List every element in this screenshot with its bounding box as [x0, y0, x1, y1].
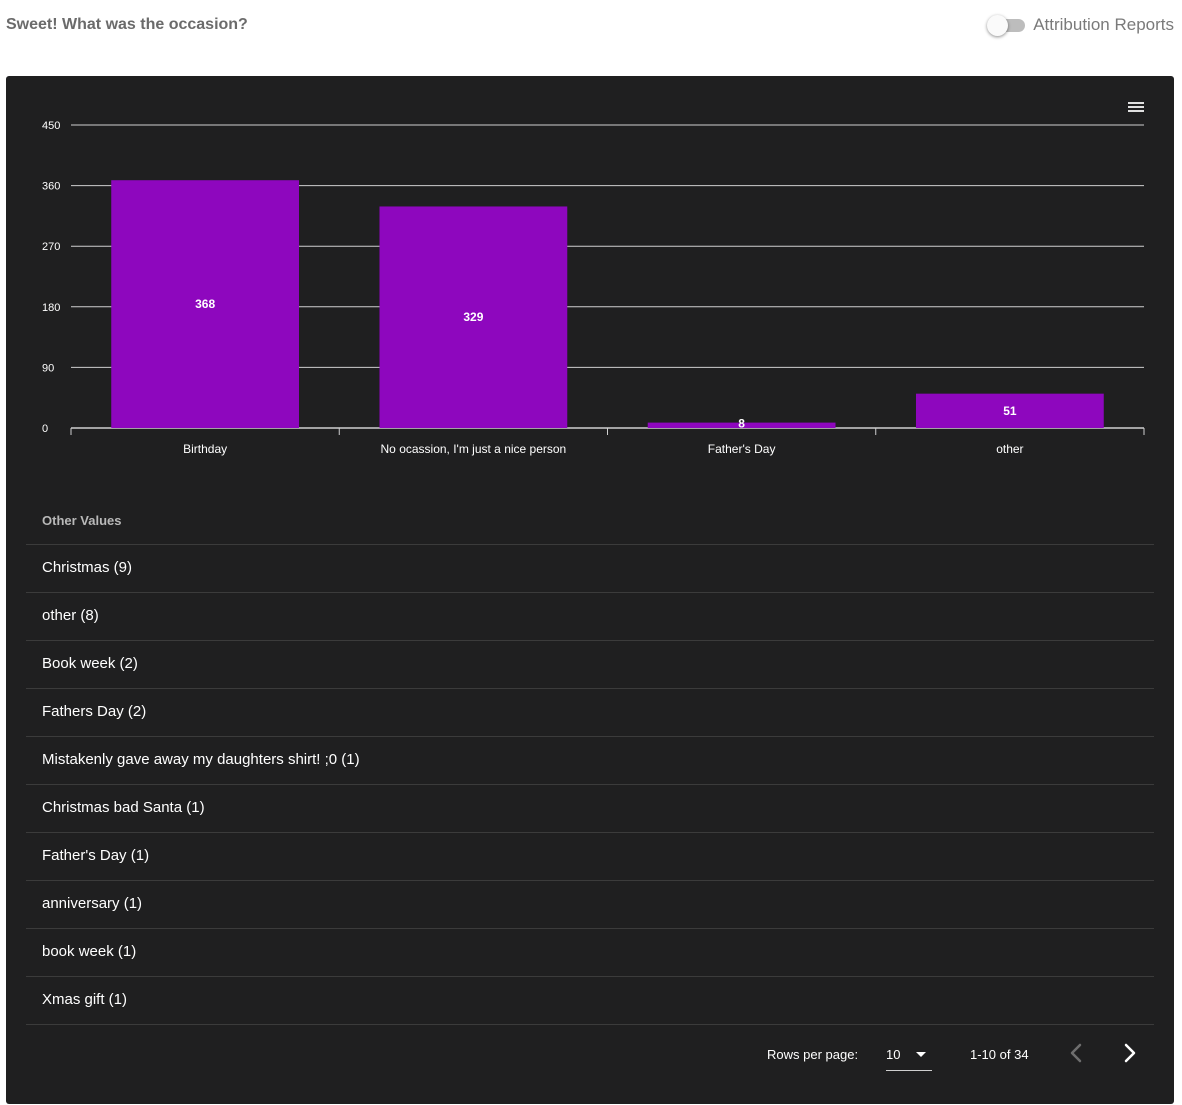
other-value-row: Christmas bad Santa (1) [26, 785, 1154, 833]
attribution-reports-toggle[interactable] [987, 14, 1026, 36]
rows-per-page-value: 10 [886, 1047, 901, 1062]
bar [111, 180, 300, 428]
menu-line [1128, 110, 1144, 112]
menu-line [1128, 106, 1144, 108]
pagination-range: 1-10 of 34 [970, 1047, 1029, 1062]
y-tick-label: 360 [42, 181, 60, 193]
attribution-reports-toggle-group[interactable]: Attribution Reports [987, 14, 1174, 36]
previous-page-button[interactable] [1062, 1038, 1092, 1068]
y-tick-label: 450 [42, 120, 60, 132]
x-category-label: No ocassion, I'm just a nice person [381, 442, 567, 456]
hamburger-menu-icon[interactable] [1126, 100, 1146, 116]
rows-per-page-label: Rows per page: [767, 1047, 859, 1062]
data-label: 51 [1003, 404, 1017, 418]
pagination-bar: Rows per page: 10 1-10 of 34 [26, 1034, 1154, 1074]
toggle-knob[interactable] [987, 15, 1009, 36]
results-panel: 0 90 180 270 360 450 368 Birthday 329 No ocassion… [6, 76, 1174, 1104]
other-value-row: Mistakenly gave away my daughters shirt!… [26, 737, 1154, 785]
bar-chart: 0 90 180 270 360 450 368 Birthday 329 No ocassion… [42, 120, 1145, 456]
x-category-label: Birthday [183, 442, 227, 456]
bar [379, 206, 568, 428]
x-category-label: Father's Day [708, 442, 776, 456]
rows-per-page-select[interactable]: 10 [886, 1040, 932, 1071]
other-values-table: Other Values Christmas (9) other (8) Boo… [26, 504, 1154, 1025]
other-values-header: Other Values [26, 504, 1154, 545]
other-value-row: Xmas gift (1) [26, 977, 1154, 1025]
other-value-row: Fathers Day (2) [26, 689, 1154, 737]
next-page-button[interactable] [1114, 1038, 1144, 1068]
other-value-row: anniversary (1) [26, 881, 1154, 929]
x-category-label: other [996, 442, 1023, 456]
chevron-left-icon [1070, 1043, 1082, 1063]
toggle-label: Attribution Reports [1033, 15, 1174, 34]
data-label: 8 [738, 417, 745, 431]
data-label: 368 [195, 297, 215, 311]
other-value-row: Christmas (9) [26, 545, 1154, 593]
other-value-row: Book week (2) [26, 641, 1154, 689]
caret-down-icon [916, 1052, 926, 1057]
bar [647, 422, 836, 428]
chevron-right-icon [1124, 1043, 1136, 1063]
page-title: Sweet! What was the occasion? [6, 16, 248, 33]
y-tick-label: 0 [42, 423, 48, 435]
y-tick-label: 270 [42, 241, 60, 253]
y-tick-label: 180 [42, 302, 60, 314]
y-tick-label: 90 [42, 362, 54, 374]
other-value-row: Father's Day (1) [26, 833, 1154, 881]
other-value-row: other (8) [26, 593, 1154, 641]
menu-line [1128, 102, 1144, 104]
other-value-row: book week (1) [26, 929, 1154, 977]
bar [915, 393, 1104, 428]
data-label: 329 [463, 310, 483, 324]
